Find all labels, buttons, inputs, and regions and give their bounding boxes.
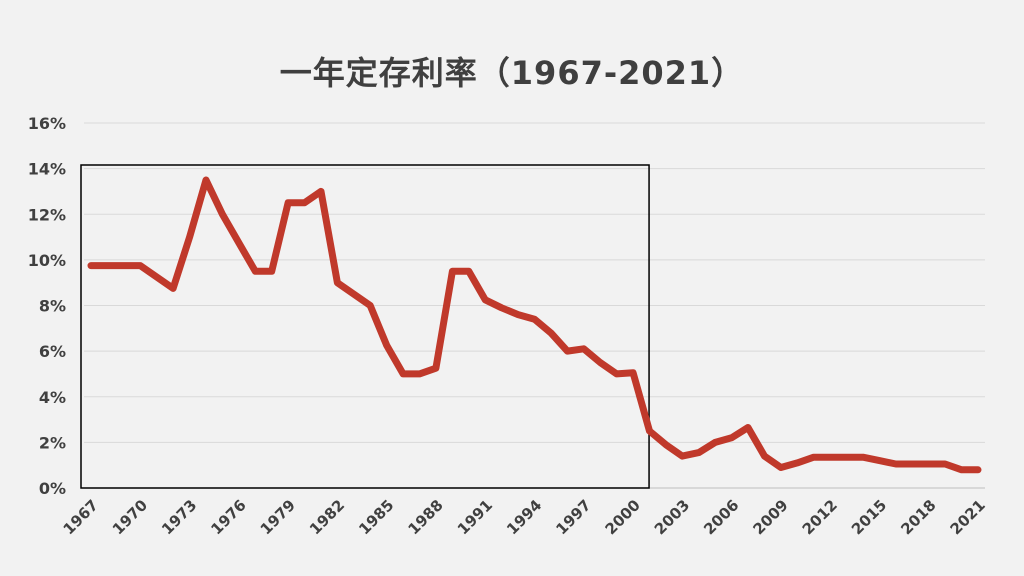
- y-tick-label: 12%: [28, 205, 66, 224]
- y-tick-label: 6%: [39, 342, 66, 361]
- y-tick-label: 0%: [39, 479, 66, 498]
- x-tick-label: 1994: [503, 496, 545, 538]
- y-tick-label: 4%: [39, 388, 66, 407]
- x-tick-label: 2012: [799, 496, 841, 538]
- y-tick-label: 8%: [39, 297, 66, 316]
- x-tick-label: 2018: [897, 496, 939, 538]
- x-tick-label: 1982: [306, 496, 348, 538]
- x-tick-label: 2003: [651, 496, 693, 538]
- chart-title: 一年定存利率（1967-2021）: [279, 54, 745, 92]
- x-tick-label: 1985: [355, 496, 397, 538]
- x-tick-label: 1973: [158, 496, 200, 538]
- x-tick-label: 1967: [60, 496, 102, 538]
- y-tick-label: 14%: [28, 160, 66, 179]
- x-tick-label: 2006: [700, 496, 742, 538]
- y-tick-label: 2%: [39, 433, 66, 452]
- y-tick-label: 16%: [28, 114, 66, 133]
- y-tick-label: 10%: [28, 251, 66, 270]
- x-tick-label: 1970: [109, 496, 151, 538]
- x-tick-label: 1997: [552, 496, 594, 538]
- x-tick-label: 2015: [848, 496, 890, 538]
- x-tick-label: 1988: [405, 496, 447, 538]
- x-tick-label: 2021: [947, 496, 989, 538]
- highlight-box: [80, 164, 650, 489]
- x-tick-label: 2009: [749, 496, 791, 538]
- x-tick-label: 1991: [454, 496, 496, 538]
- series-line: [87, 176, 982, 474]
- x-tick-label: 1979: [257, 496, 299, 538]
- x-tick-label: 2000: [602, 496, 644, 538]
- x-tick-label: 1976: [207, 496, 249, 538]
